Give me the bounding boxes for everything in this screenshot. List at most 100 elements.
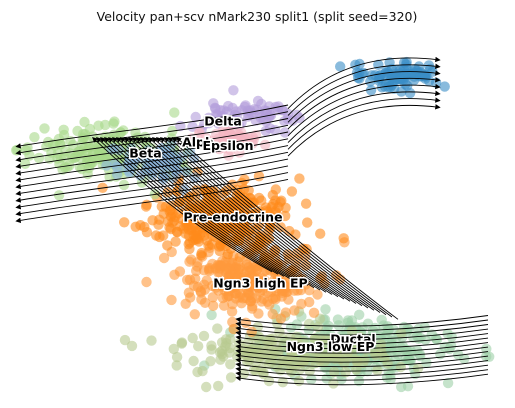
cell-point	[164, 222, 175, 233]
cell-point	[207, 292, 219, 303]
cell-point	[83, 142, 95, 153]
cell-point	[216, 348, 228, 360]
cell-point	[260, 125, 271, 137]
cell-point	[225, 359, 236, 370]
cell-point	[79, 116, 90, 128]
cell-point	[248, 364, 260, 376]
cell-point	[180, 166, 191, 177]
streamline	[15, 178, 289, 224]
cell-point	[306, 374, 317, 385]
cell-point	[228, 323, 239, 335]
cell-point	[184, 256, 195, 267]
cell-point	[189, 309, 200, 320]
cell-point	[141, 276, 152, 288]
streamline	[139, 136, 345, 300]
cluster-label: Epsilon	[203, 138, 254, 153]
streamline	[235, 333, 489, 345]
cell-point	[340, 367, 351, 378]
cell-point	[393, 74, 404, 85]
cell-point	[439, 81, 450, 92]
cell-point	[258, 340, 269, 351]
streamline	[235, 319, 489, 332]
cell-point	[19, 158, 31, 169]
cell-point	[206, 309, 217, 321]
cell-point	[258, 293, 269, 304]
cell-point	[241, 278, 253, 289]
cell-point	[246, 107, 257, 119]
cell-point	[304, 296, 315, 308]
streamline	[163, 137, 381, 313]
cell-point	[53, 190, 65, 201]
cell-point	[453, 349, 464, 360]
cell-point	[201, 381, 212, 393]
cell-point	[158, 230, 169, 241]
cell-point	[171, 360, 182, 371]
cell-point	[223, 150, 234, 161]
cell-point	[198, 279, 210, 290]
cell-point	[228, 85, 239, 96]
cell-point	[247, 292, 258, 304]
cell-point	[162, 240, 173, 251]
cell-point	[185, 292, 196, 303]
cell-point	[169, 107, 180, 118]
cell-point	[220, 334, 232, 345]
cell-point	[166, 294, 177, 306]
streamline	[108, 136, 297, 282]
cell-point	[29, 132, 40, 143]
cell-point	[101, 160, 112, 171]
cell-point	[278, 281, 289, 293]
cell-point	[247, 132, 259, 143]
cell-point	[55, 139, 66, 150]
cell-point	[267, 308, 278, 320]
streamline	[235, 364, 489, 377]
cell-point	[338, 233, 349, 244]
cell-point	[171, 351, 183, 363]
cell-point	[335, 61, 346, 72]
cell-point	[199, 230, 210, 241]
cell-point	[199, 297, 211, 308]
cell-point	[369, 348, 380, 359]
cell-point	[255, 112, 266, 124]
streamline	[171, 137, 393, 318]
cell-point	[111, 161, 123, 173]
cell-point	[206, 340, 217, 351]
velocity-streamlines	[15, 56, 489, 386]
streamline	[100, 136, 285, 277]
cell-point	[265, 287, 277, 298]
cell-point	[58, 152, 70, 163]
cell-point	[353, 375, 365, 387]
cell-point	[240, 100, 251, 111]
cell-point	[357, 339, 368, 351]
cell-point	[108, 118, 119, 129]
cell-point	[208, 300, 219, 311]
streamline	[15, 172, 289, 217]
cell-point	[349, 338, 360, 349]
cell-point	[298, 357, 309, 368]
cell-point	[212, 323, 223, 334]
cell-point	[268, 198, 279, 210]
streamline	[235, 369, 489, 381]
cell-point	[33, 152, 45, 164]
cell-point	[334, 347, 345, 358]
cell-point	[354, 58, 365, 70]
cluster-label: Pre-endocrine	[183, 210, 282, 225]
cell-point	[188, 355, 199, 367]
streamline	[15, 138, 289, 183]
streamline	[15, 111, 289, 156]
cell-point	[225, 372, 237, 383]
streamline	[128, 136, 327, 293]
cell-point	[268, 347, 280, 358]
cell-point	[285, 322, 297, 333]
cell-point	[280, 210, 291, 222]
cell-point	[395, 361, 406, 373]
cell-point	[308, 307, 320, 318]
cell-point	[213, 380, 224, 392]
streamline	[112, 136, 303, 284]
streamline	[235, 315, 489, 327]
streamline	[287, 104, 441, 157]
streamline	[15, 118, 289, 163]
streamline	[287, 70, 441, 123]
cell-point	[11, 145, 22, 156]
cell-point	[426, 329, 437, 340]
